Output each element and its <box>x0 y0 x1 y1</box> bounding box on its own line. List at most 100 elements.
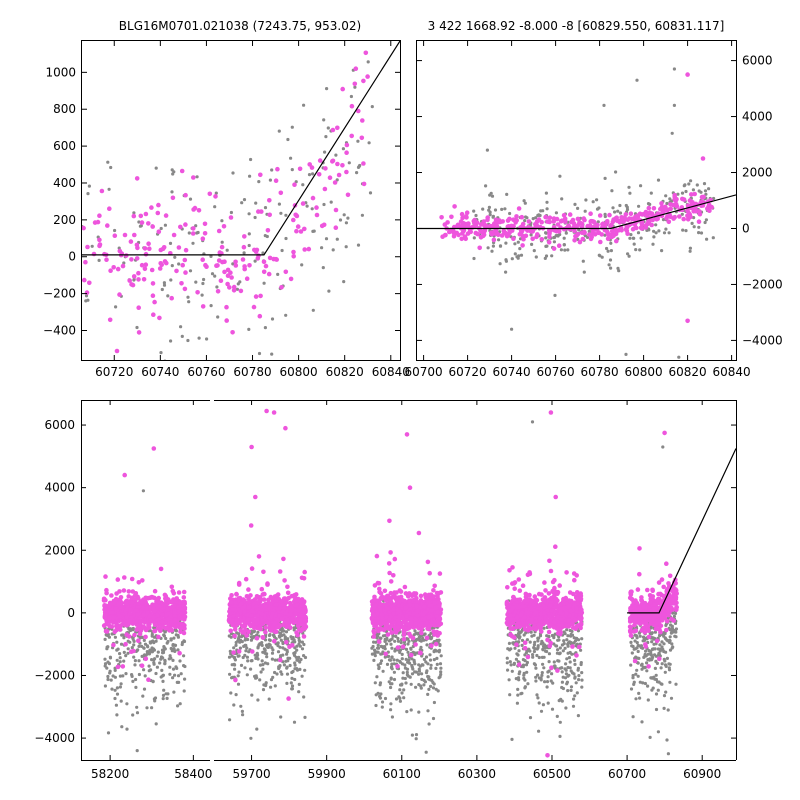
data-point <box>117 613 122 619</box>
data-point <box>111 642 116 648</box>
data-point <box>432 583 438 589</box>
data-point <box>366 60 370 64</box>
data-point <box>247 327 251 331</box>
data-point <box>534 216 538 220</box>
data-point <box>152 662 156 666</box>
data-point <box>236 674 240 678</box>
data-point <box>83 259 88 265</box>
data-point <box>555 644 559 648</box>
data-point <box>295 632 300 638</box>
data-point <box>486 246 490 250</box>
data-point <box>516 653 520 657</box>
data-point <box>136 638 141 643</box>
data-point <box>110 687 114 691</box>
data-point <box>106 731 111 735</box>
data-point <box>254 674 258 678</box>
data-point <box>425 643 429 647</box>
data-point <box>460 231 465 236</box>
data-point <box>320 246 324 250</box>
data-point <box>707 187 711 191</box>
data-point <box>125 702 129 706</box>
data-point <box>279 285 284 290</box>
data-point <box>116 601 121 607</box>
data-point <box>242 198 247 202</box>
data-point <box>253 259 257 263</box>
data-point <box>516 240 520 244</box>
data-point <box>279 211 283 215</box>
data-point <box>443 232 448 238</box>
data-point <box>248 523 254 528</box>
data-point <box>487 223 493 229</box>
data-point <box>558 720 562 724</box>
data-point <box>105 666 109 670</box>
data-point <box>322 202 326 207</box>
data-point <box>268 594 274 600</box>
data-point <box>702 182 707 186</box>
data-point <box>106 674 110 679</box>
data-point <box>137 220 141 224</box>
data-point <box>160 246 166 251</box>
data-point <box>202 231 208 236</box>
data-point <box>576 629 581 633</box>
data-point <box>118 685 122 689</box>
data-point <box>438 643 442 648</box>
data-point <box>390 646 394 650</box>
data-point <box>573 675 577 679</box>
data-point <box>293 677 297 682</box>
data-point <box>253 294 259 299</box>
data-point <box>259 209 264 214</box>
data-point <box>231 262 235 266</box>
data-point <box>387 617 392 623</box>
data-point <box>590 228 596 233</box>
data-point <box>504 259 508 263</box>
data-point <box>107 603 112 609</box>
data-point <box>116 647 120 651</box>
outlier-point <box>700 156 706 161</box>
data-point <box>570 633 575 637</box>
data-point <box>302 103 306 107</box>
data-point <box>299 657 303 662</box>
data-point <box>175 680 179 685</box>
data-point <box>503 207 507 211</box>
data-point <box>250 693 254 697</box>
data-point <box>120 633 124 637</box>
data-point <box>286 656 290 660</box>
data-point <box>546 701 550 705</box>
data-point <box>260 641 264 645</box>
data-point <box>542 666 546 670</box>
data-point <box>152 299 157 305</box>
data-point <box>246 596 251 601</box>
data-point <box>174 665 178 669</box>
data-point <box>145 706 149 710</box>
data-point <box>135 705 139 709</box>
data-point <box>407 610 413 616</box>
data-point <box>171 232 177 238</box>
data-point <box>243 666 247 670</box>
data-point <box>537 701 541 705</box>
data-point <box>704 192 708 196</box>
data-point <box>266 271 272 277</box>
data-point <box>420 672 424 676</box>
data-point <box>665 201 669 206</box>
data-point <box>109 610 115 615</box>
data-point <box>529 233 533 237</box>
data-point <box>177 262 181 266</box>
data-point <box>163 647 167 651</box>
data-point <box>258 293 263 299</box>
data-point <box>136 277 141 282</box>
data-point <box>561 649 565 653</box>
data-point <box>398 688 402 692</box>
data-point <box>422 657 426 662</box>
data-point <box>244 633 249 638</box>
y-tick-label: 1000 <box>45 65 76 79</box>
data-point <box>439 670 443 674</box>
data-point <box>214 263 219 269</box>
data-point <box>163 213 169 218</box>
data-point <box>459 236 465 242</box>
data-point <box>156 202 161 208</box>
y-tick-label: 600 <box>53 139 76 153</box>
data-point <box>573 233 578 239</box>
x-tick-label: 60740 <box>493 365 531 379</box>
data-point <box>263 625 269 630</box>
data-point <box>511 236 516 241</box>
